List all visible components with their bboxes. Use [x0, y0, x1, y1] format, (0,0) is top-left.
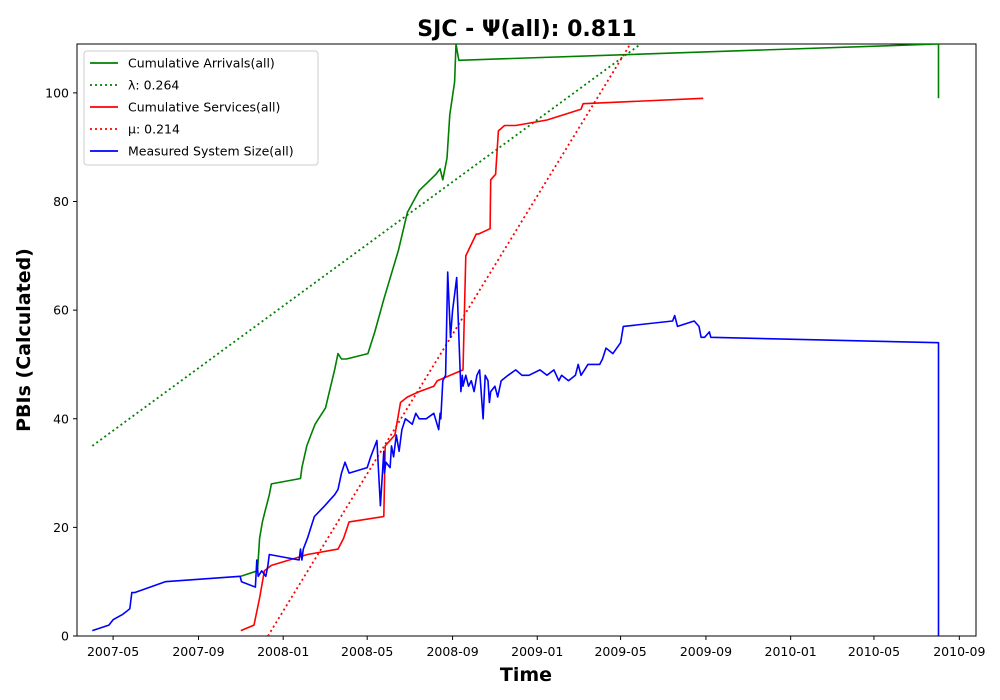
legend-label: Cumulative Arrivals(all)	[128, 56, 275, 71]
y-tick-label: 0	[61, 629, 69, 644]
y-tick-label: 40	[53, 411, 69, 426]
x-tick-label: 2010-05	[848, 644, 900, 659]
x-tick-label: 2007-05	[87, 644, 139, 659]
plot-frame	[76, 43, 977, 637]
x-tick-label: 2009-09	[680, 644, 732, 659]
x-tick-label: 2008-05	[341, 644, 393, 659]
legend-box	[83, 50, 319, 166]
x-tick-label: 2010-09	[933, 644, 985, 659]
y-axis-label: PBIs (Calculated)	[13, 248, 35, 432]
legend-label: λ: 0.264	[128, 78, 179, 93]
series-line-1	[240, 44, 940, 578]
x-tick-label: 2010-01	[765, 644, 817, 659]
y-tick-label: 80	[53, 194, 69, 209]
series-line-4	[267, 44, 632, 636]
x-tick-label: 2007-09	[172, 644, 224, 659]
legend-label: Cumulative Services(all)	[128, 100, 280, 115]
legend-label: Measured System Size(all)	[128, 144, 294, 159]
x-tick-label: 2008-01	[257, 644, 309, 659]
series-line-2	[91, 44, 642, 447]
plot-area	[76, 43, 977, 637]
series-layer	[91, 44, 940, 636]
series-line-3	[240, 97, 704, 632]
x-axis-label: Time	[500, 664, 552, 686]
chart-title: SJC - Ψ(all): 0.811	[417, 17, 636, 42]
x-tick-label: 2009-01	[511, 644, 563, 659]
y-axis: 0 20 40 60 80 100	[45, 85, 77, 644]
y-tick-label: 20	[53, 520, 69, 535]
series-line-5	[92, 271, 940, 636]
legend-label: μ: 0.214	[128, 122, 180, 137]
x-tick-label: 2009-05	[594, 644, 646, 659]
x-axis: 2007-05 2007-09 2008-01 2008-05 2008-09 2009-…	[87, 636, 985, 659]
y-tick-label: 60	[53, 303, 69, 318]
legend: Cumulative Arrivals(all) λ: 0.264 Cumulati…	[83, 50, 319, 166]
y-tick-label: 100	[45, 85, 69, 100]
x-tick-label: 2008-09	[426, 644, 478, 659]
